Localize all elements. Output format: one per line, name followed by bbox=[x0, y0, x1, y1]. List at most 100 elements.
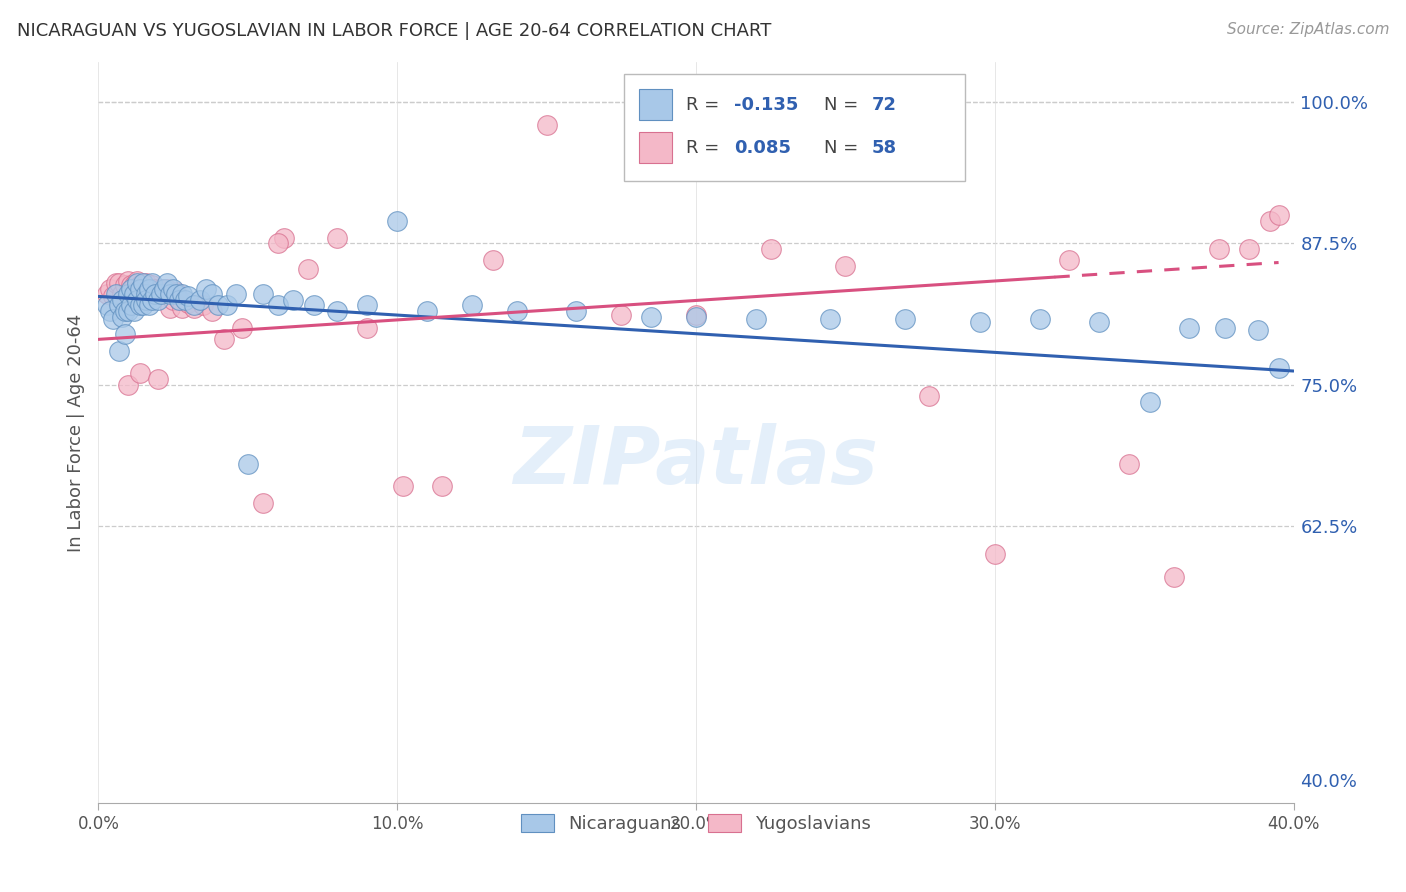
Point bbox=[162, 281, 184, 295]
Point bbox=[1118, 457, 1140, 471]
Point bbox=[105, 276, 128, 290]
Point bbox=[132, 276, 155, 290]
Point bbox=[127, 274, 149, 288]
Point bbox=[201, 287, 224, 301]
Point bbox=[1028, 312, 1050, 326]
Point bbox=[1258, 213, 1281, 227]
Point bbox=[482, 253, 505, 268]
Point bbox=[96, 287, 118, 301]
Point bbox=[356, 321, 378, 335]
Point bbox=[297, 262, 319, 277]
Point bbox=[172, 287, 194, 301]
Point bbox=[565, 304, 588, 318]
FancyBboxPatch shape bbox=[624, 73, 965, 181]
Point bbox=[416, 304, 439, 318]
Point bbox=[207, 298, 229, 312]
Point bbox=[183, 301, 205, 315]
Point bbox=[135, 276, 157, 290]
Point bbox=[685, 308, 707, 322]
Point bbox=[129, 278, 152, 293]
Point bbox=[252, 496, 274, 510]
Point bbox=[124, 304, 146, 318]
Point bbox=[98, 304, 122, 318]
Point bbox=[172, 301, 194, 315]
Text: -0.135: -0.135 bbox=[734, 95, 799, 113]
Point bbox=[124, 278, 146, 293]
Point bbox=[392, 479, 415, 493]
Point bbox=[114, 304, 136, 318]
Point bbox=[105, 287, 128, 301]
Point bbox=[177, 296, 200, 310]
Point bbox=[281, 293, 304, 307]
Point bbox=[117, 287, 139, 301]
Point bbox=[141, 278, 163, 293]
Point bbox=[124, 287, 146, 301]
Point bbox=[120, 281, 142, 295]
Point bbox=[231, 321, 253, 335]
FancyBboxPatch shape bbox=[638, 89, 672, 120]
Point bbox=[108, 343, 131, 358]
Point bbox=[1139, 394, 1161, 409]
Point bbox=[834, 259, 856, 273]
Point bbox=[1178, 321, 1201, 335]
Point bbox=[506, 304, 529, 318]
Point bbox=[114, 326, 136, 341]
Point bbox=[759, 242, 782, 256]
Point bbox=[98, 281, 122, 295]
Point bbox=[183, 298, 205, 312]
Point bbox=[108, 298, 131, 312]
Point bbox=[302, 298, 325, 312]
Point bbox=[135, 287, 157, 301]
Point bbox=[215, 298, 238, 312]
Point bbox=[143, 281, 166, 295]
Point bbox=[127, 293, 149, 307]
Text: NICARAGUAN VS YUGOSLAVIAN IN LABOR FORCE | AGE 20-64 CORRELATION CHART: NICARAGUAN VS YUGOSLAVIAN IN LABOR FORCE… bbox=[17, 22, 772, 40]
Text: 72: 72 bbox=[872, 95, 897, 113]
Point bbox=[326, 230, 349, 244]
Point bbox=[162, 293, 184, 307]
Point bbox=[150, 287, 173, 301]
Point bbox=[356, 298, 378, 312]
Point bbox=[148, 372, 170, 386]
Point bbox=[138, 298, 160, 312]
Point bbox=[120, 278, 142, 293]
Point bbox=[1163, 570, 1185, 584]
Point bbox=[153, 281, 176, 295]
Text: N =: N = bbox=[824, 138, 863, 157]
Point bbox=[167, 293, 190, 307]
Point bbox=[138, 281, 160, 295]
Text: N =: N = bbox=[824, 95, 863, 113]
Point bbox=[267, 298, 290, 312]
Point bbox=[610, 308, 633, 322]
Point bbox=[156, 281, 179, 295]
Point bbox=[191, 298, 214, 312]
Legend: Nicaraguans, Yugoslavians: Nicaraguans, Yugoslavians bbox=[512, 805, 880, 842]
Point bbox=[1059, 253, 1081, 268]
Point bbox=[135, 293, 157, 307]
Point bbox=[174, 293, 197, 307]
Point bbox=[1267, 208, 1289, 222]
Point bbox=[129, 366, 152, 380]
Text: R =: R = bbox=[686, 138, 725, 157]
Point bbox=[103, 312, 125, 326]
Point bbox=[117, 304, 139, 318]
Point bbox=[114, 278, 136, 293]
Point bbox=[108, 276, 131, 290]
Point bbox=[225, 287, 247, 301]
Point bbox=[1247, 323, 1270, 337]
Point bbox=[201, 304, 224, 318]
Point bbox=[156, 276, 179, 290]
Point bbox=[1267, 360, 1289, 375]
Point bbox=[120, 298, 142, 312]
Point bbox=[129, 281, 152, 295]
Point bbox=[111, 293, 134, 307]
Point bbox=[918, 389, 941, 403]
Y-axis label: In Labor Force | Age 20-64: In Labor Force | Age 20-64 bbox=[66, 313, 84, 552]
Text: 58: 58 bbox=[872, 138, 897, 157]
FancyBboxPatch shape bbox=[638, 132, 672, 163]
Point bbox=[745, 312, 768, 326]
Point bbox=[984, 547, 1007, 561]
Point bbox=[117, 274, 139, 288]
Text: ZIPatlas: ZIPatlas bbox=[513, 423, 879, 501]
Point bbox=[236, 457, 259, 471]
